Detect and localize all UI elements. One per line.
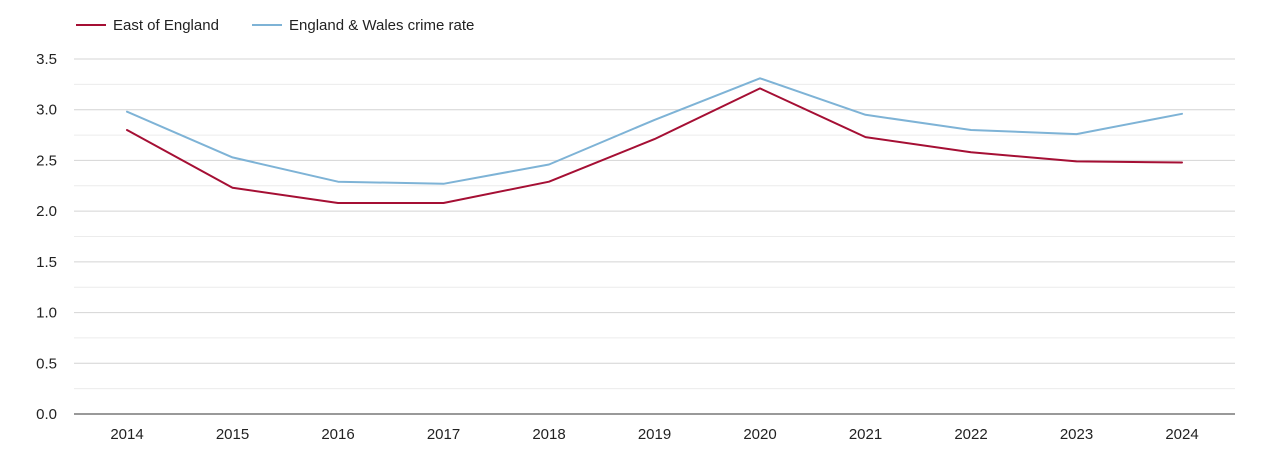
y-tick-labels: 0.0 0.5 1.0 1.5 2.0 2.5 3.0 3.5 bbox=[36, 51, 57, 423]
x-tick-label: 2017 bbox=[427, 426, 460, 443]
series-lines bbox=[126, 77, 1183, 204]
legend-label-england-wales: England & Wales crime rate bbox=[289, 17, 474, 34]
y-tick-label: 1.0 bbox=[36, 305, 57, 322]
y-tick-label: 1.5 bbox=[36, 254, 57, 271]
x-tick-label: 2014 bbox=[110, 426, 143, 443]
y-tick-label: 0.0 bbox=[36, 406, 57, 423]
series-line-1 bbox=[126, 77, 1183, 185]
x-tick-label: 2020 bbox=[743, 426, 776, 443]
y-tick-label: 3.5 bbox=[36, 51, 57, 68]
series-line-0 bbox=[126, 87, 1183, 204]
x-tick-label: 2018 bbox=[532, 426, 565, 443]
x-tick-label: 2022 bbox=[954, 426, 987, 443]
legend: East of England England & Wales crime ra… bbox=[76, 17, 474, 34]
x-tick-label: 2023 bbox=[1060, 426, 1093, 443]
x-tick-label: 2016 bbox=[321, 426, 354, 443]
y-tick-label: 2.0 bbox=[36, 203, 57, 220]
legend-item-east-of-england[interactable]: East of England bbox=[76, 17, 219, 34]
grid-lines bbox=[74, 58, 1235, 390]
x-tick-label: 2021 bbox=[849, 426, 882, 443]
x-tick-labels: 2014 2015 2016 2017 2018 2019 2020 2021 2022 2023… bbox=[110, 426, 1198, 443]
y-tick-label: 0.5 bbox=[36, 355, 57, 372]
x-tick-label: 2024 bbox=[1165, 426, 1198, 443]
x-tick-label: 2019 bbox=[638, 426, 671, 443]
x-tick-label: 2015 bbox=[216, 426, 249, 443]
legend-label-east-of-england: East of England bbox=[113, 17, 219, 34]
legend-item-england-wales[interactable]: England & Wales crime rate bbox=[252, 17, 474, 34]
y-tick-label: 2.5 bbox=[36, 152, 57, 169]
y-tick-label: 3.0 bbox=[36, 102, 57, 119]
